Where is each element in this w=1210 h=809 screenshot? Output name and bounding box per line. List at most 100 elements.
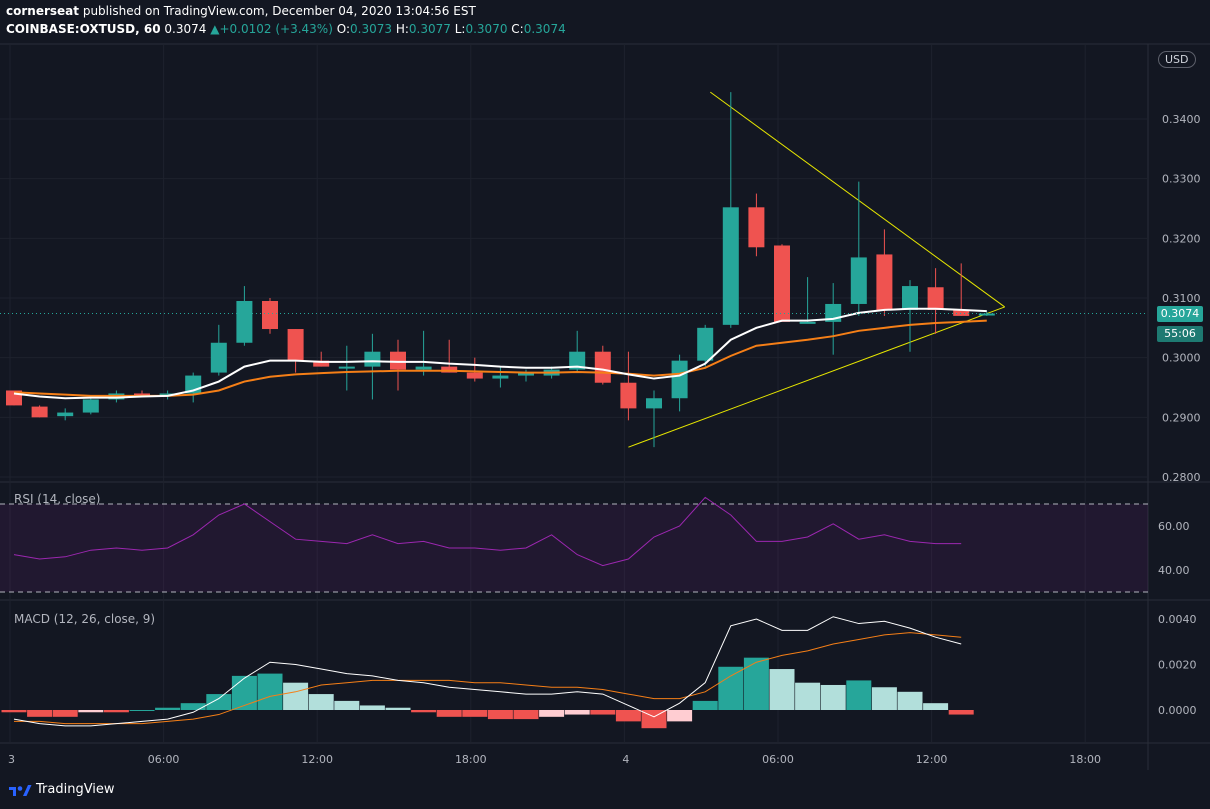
last-price: 0.3074 [164,22,207,36]
macd-histogram-bar [667,710,693,722]
candle-body [646,398,662,409]
rsi-tick-label: 40.00 [1158,564,1190,577]
candle-body [518,372,534,376]
macd-histogram-bar [103,710,129,713]
candle-body [313,360,330,367]
time-tick-label: 18:00 [455,753,487,766]
candle-body [722,207,739,325]
macd-histogram-bar [923,703,949,710]
candle-body [82,399,99,413]
macd-histogram-bar [871,687,897,710]
candle-body [978,313,995,316]
macd-histogram-bar [411,710,437,713]
candle-body [236,300,253,343]
macd-histogram-bar [385,707,411,710]
macd-histogram-bar [155,707,181,710]
high-value: 0.3077 [408,22,451,36]
bar-countdown-tag: 55:06 [1157,326,1203,342]
candle-body [594,351,611,383]
macd-histogram-bar [462,710,488,717]
time-tick-label: 06:00 [762,753,794,766]
price-change: +0.0102 (+3.43%) [219,22,333,36]
candle-body [262,300,278,330]
open-value: 0.3073 [350,22,392,36]
macd-histogram-bar [436,710,462,717]
candle-body [697,327,714,361]
current-price-tag: 0.3074 [1157,306,1203,322]
candle-body [441,366,458,373]
rsi-band-fill [0,504,1148,592]
price-tick-label: 0.3300 [1162,173,1201,186]
macd-histogram-bar [615,710,641,722]
time-tick-label: 12:00 [301,753,333,766]
candle-body [953,309,970,316]
macd-tick-label: 0.0040 [1158,613,1197,626]
macd-tick-label: 0.0000 [1158,704,1197,717]
time-tick-label: 4 [622,753,629,766]
macd-histogram-bar [129,710,155,711]
candle-body [134,393,150,396]
publish-info: cornerseat published on TradingView.com,… [6,4,476,18]
candle-body [466,372,483,379]
symbol-name[interactable]: COINBASE:OXTUSD, 60 [6,22,161,36]
macd-histogram-bar [820,684,846,710]
time-tick-label: 18:00 [1069,753,1101,766]
macd-histogram-bar [487,710,513,720]
macd-line [13,616,962,727]
candle-body [31,406,48,418]
candle-body [159,393,176,396]
macd-histogram-bar [743,657,769,710]
published-text: published on TradingView.com, December 0… [82,4,476,18]
macd-label[interactable]: MACD (12, 26, close, 9) [14,612,156,626]
currency-badge[interactable]: USD [1158,51,1196,68]
macd-histogram-bar [308,694,334,710]
candle-body [210,342,227,373]
macd-histogram-bar [590,710,616,715]
time-tick-label: 06:00 [148,753,180,766]
macd-histogram-bar [1,710,27,713]
author-name[interactable]: cornerseat [6,4,79,18]
candle-body [390,351,406,370]
candle-body [620,382,637,409]
close-value: 0.3074 [523,22,566,36]
macd-histogram-bar [206,694,232,710]
time-tick-label: 12:00 [916,753,948,766]
candle-body [671,360,688,399]
price-tick-label: 0.3000 [1162,352,1201,365]
macd-histogram-bar [231,675,257,710]
macd-histogram-bar [180,703,206,710]
macd-histogram-bar [334,700,360,710]
macd-histogram-bar [52,710,78,717]
macd-histogram-bar [948,710,974,715]
price-tick-label: 0.3200 [1162,232,1201,245]
rsi-label[interactable]: RSI (14, close) [14,492,101,506]
macd-histogram-bar [539,710,565,717]
close-label: C: [511,22,524,36]
price-tick-label: 0.2900 [1162,411,1201,424]
candle-body [287,329,304,361]
candle-body [338,366,355,369]
candle-body [774,245,790,322]
macd-histogram-bar [359,705,385,710]
macd-histogram-bar [78,710,104,713]
ma-fast-line [13,307,987,400]
macd-histogram-bar [718,666,744,710]
candle-body [799,321,816,324]
tradingview-footer[interactable]: TradingView [8,782,115,797]
up-arrow-icon: ▲ [210,22,220,36]
rsi-tick-label: 60.00 [1158,520,1190,533]
symbol-legend: COINBASE:OXTUSD, 60 0.3074 ▲+0.0102 (+3.… [6,22,566,36]
macd-histogram-bar [795,682,821,710]
time-tick-label: 3 [8,753,15,766]
macd-histogram-bar [257,673,283,710]
macd-histogram-bar [564,710,590,715]
triangle-trendline [710,91,1006,308]
candle-body [850,257,867,304]
open-label: O: [336,22,350,36]
tradingview-logo-icon [9,784,32,796]
macd-histogram-bar [27,710,53,717]
macd-histogram-bar [513,710,539,720]
price-tick-label: 0.3100 [1162,292,1201,305]
price-tick-label: 0.3400 [1162,113,1201,126]
